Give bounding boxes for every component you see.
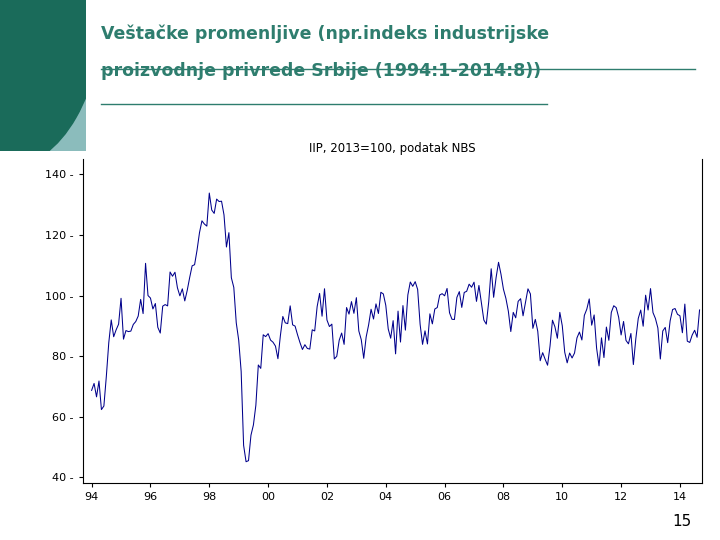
Text: 15: 15: [672, 514, 691, 529]
Circle shape: [0, 0, 147, 287]
Text: proizvodnje privrede Srbije (1994:1-2014:8)): proizvodnje privrede Srbije (1994:1-2014…: [101, 62, 541, 80]
Title: IIP, 2013=100, podatak NBS: IIP, 2013=100, podatak NBS: [309, 143, 476, 156]
Text: Veštačke promenljive (npr.indeks industrijske: Veštačke promenljive (npr.indeks industr…: [101, 24, 549, 43]
Circle shape: [0, 0, 104, 166]
